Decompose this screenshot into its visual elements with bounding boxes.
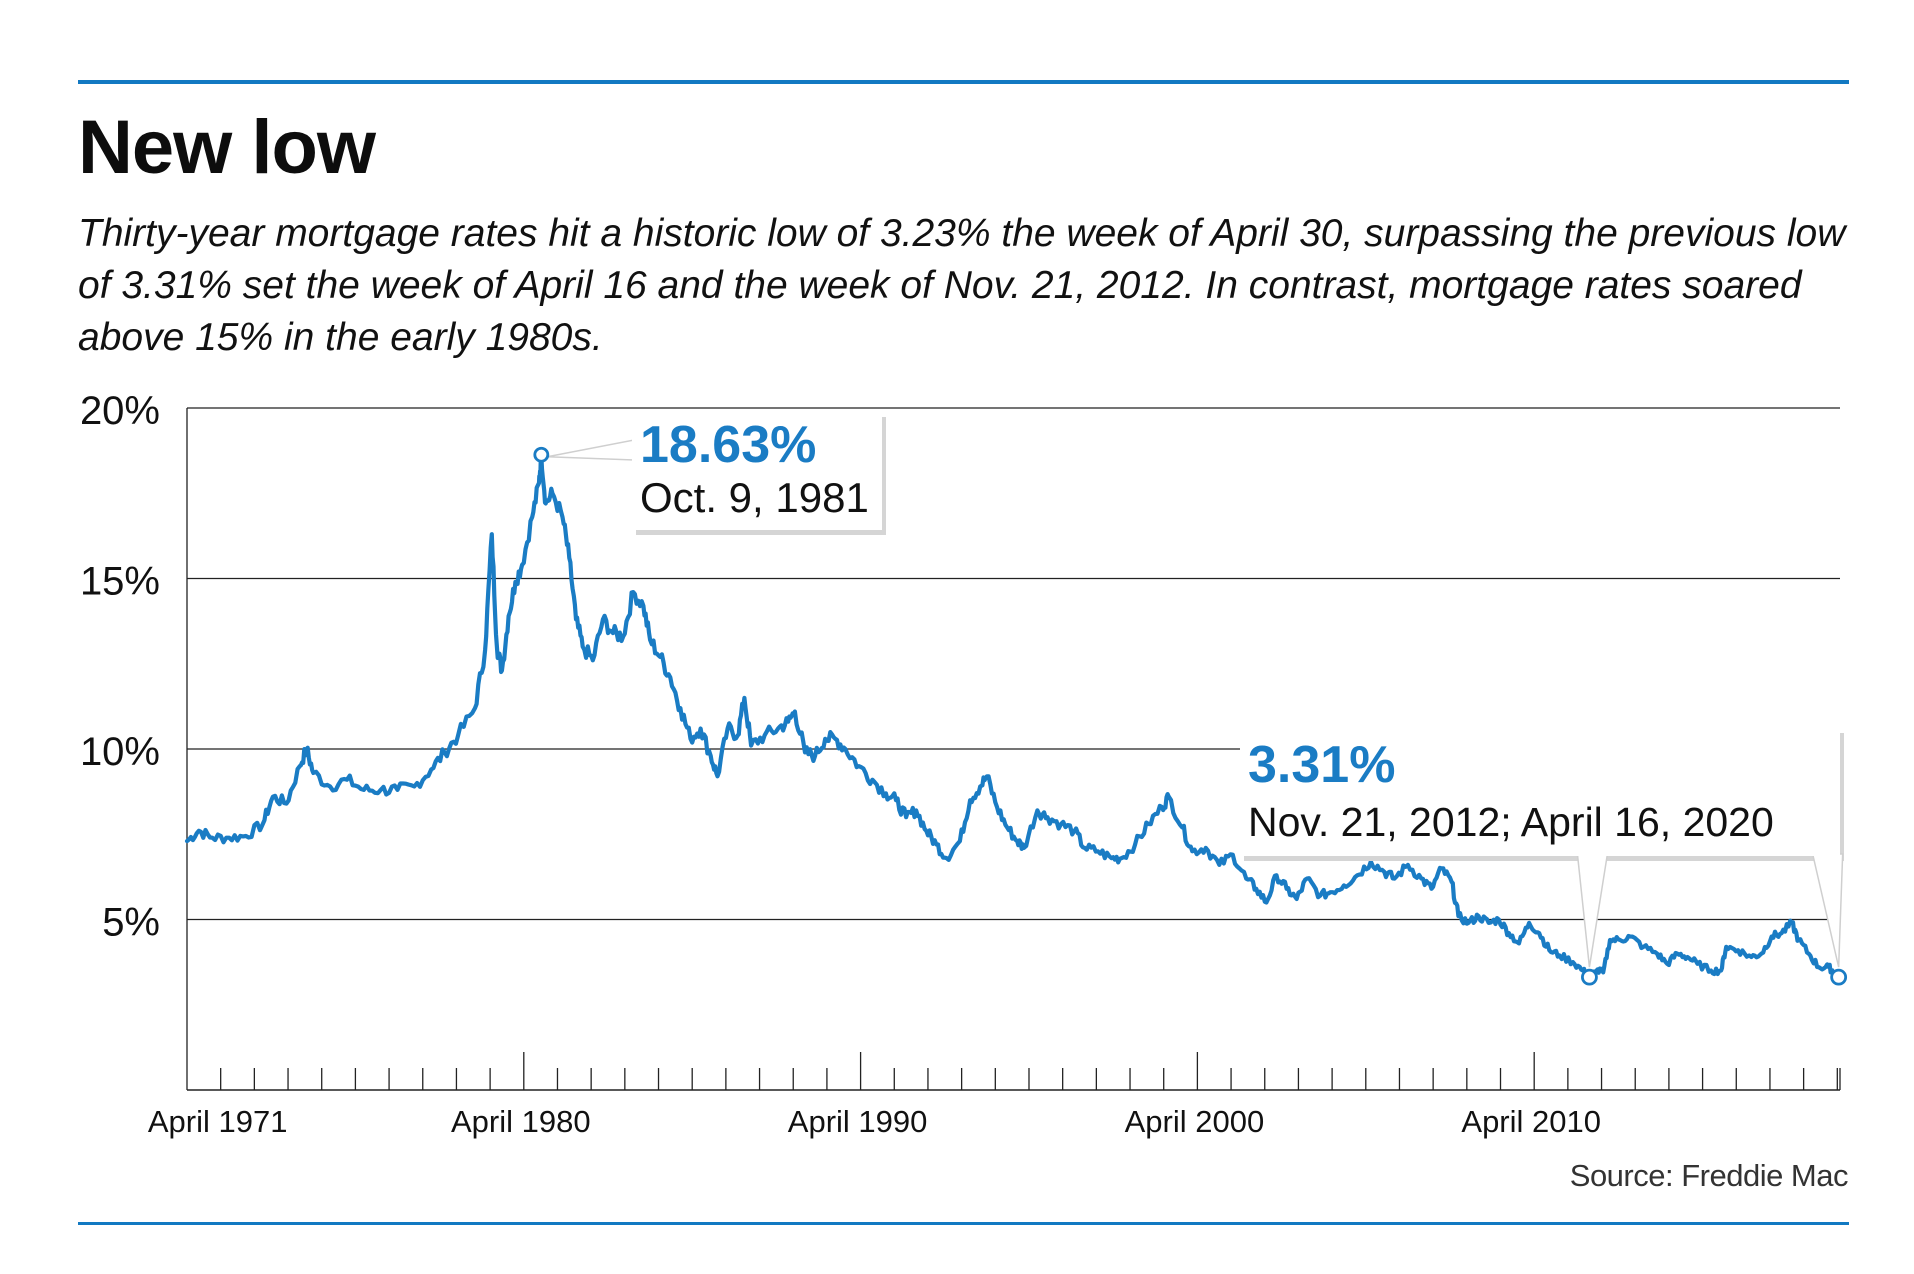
source-note: Source: Freddie Mac — [1569, 1158, 1849, 1193]
x-tick-label: April 1980 — [451, 1104, 591, 1139]
x-tick-label: April 2000 — [1125, 1104, 1265, 1139]
chart-title: New low — [78, 105, 376, 190]
y-tick-label: 5% — [102, 901, 160, 945]
low-marker-2012 — [1581, 968, 1598, 986]
peak-value-label: 18.63% — [640, 416, 816, 474]
bottom-rule — [78, 1222, 1849, 1225]
low-date-label: Nov. 21, 2012; April 16, 2020 — [1248, 799, 1774, 845]
top-rule — [78, 80, 1849, 84]
chart-subtitle: Thirty-year mortgage rates hit a histori… — [78, 212, 1846, 359]
low-value-label: 3.31% — [1248, 736, 1395, 794]
callout-box — [1240, 728, 1840, 856]
y-tick-label: 20% — [80, 390, 160, 433]
callout-box — [632, 412, 882, 530]
low-marker-2020 — [1830, 968, 1848, 986]
peak-date-label: Oct. 9, 1981 — [640, 474, 869, 521]
callout-pointer — [1811, 853, 1844, 968]
callout-pointer — [547, 439, 635, 461]
x-tick-label: April 2010 — [1461, 1104, 1601, 1139]
callout-pointer — [1576, 853, 1609, 968]
chart-area: 5% 10% 15% 20% April 1971 April 1980 April 199… — [0, 390, 1914, 1220]
line-chart: 5% 10% 15% 20% April 1971 April 1980 April 199… — [80, 390, 1848, 1139]
x-tick-label: April 1990 — [788, 1104, 928, 1139]
y-tick-label: 15% — [80, 560, 160, 604]
peak-marker — [533, 446, 550, 463]
x-tick-label: April 1971 — [148, 1104, 288, 1139]
y-tick-label: 10% — [80, 730, 160, 774]
